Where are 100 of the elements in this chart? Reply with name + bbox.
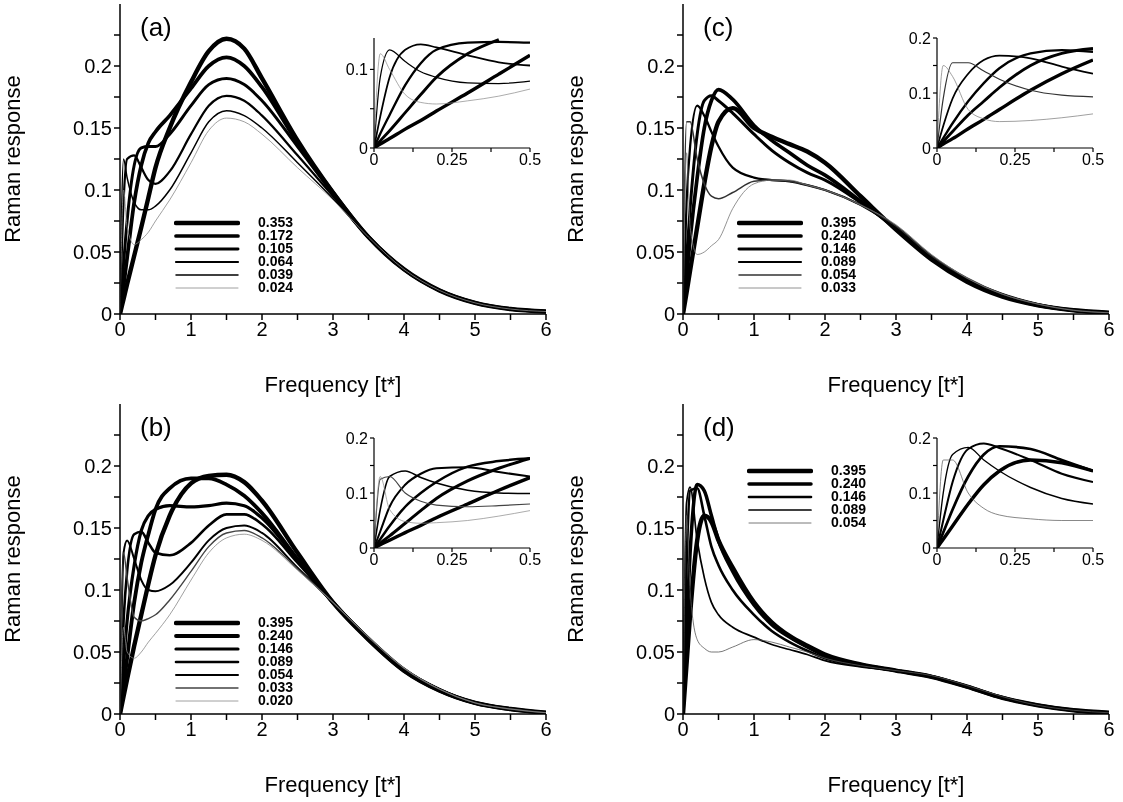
chart-title: (a) [140, 12, 172, 43]
y-tick-label: 0.05 [73, 241, 112, 264]
y-tick-label: 0 [663, 703, 675, 726]
x-tick-label: 4 [398, 318, 410, 341]
x-tick-label: 5 [1032, 718, 1044, 741]
y-tick-label: 0 [922, 139, 932, 157]
x-tick-label: 0.5 [1081, 551, 1105, 569]
x-tick-label: 0.5 [518, 151, 542, 169]
legend-label: 0.240 [821, 227, 857, 243]
legend-label: 0.089 [831, 501, 867, 517]
legend-label: 0.395 [831, 462, 867, 478]
x-tick-label: 2 [256, 718, 268, 741]
x-tick-label: 1 [185, 718, 197, 741]
x-axis-title: Frequency [t*] [827, 372, 965, 397]
y-tick-label: 0 [100, 703, 112, 726]
y-tick-label: 0.2 [647, 55, 675, 78]
legend-label: 0.054 [821, 266, 857, 282]
x-tick-label: 5 [469, 318, 481, 341]
y-tick-label: 0.05 [636, 641, 675, 664]
x-tick-label: 5 [469, 718, 481, 741]
x-tick-label: 0.25 [436, 551, 468, 569]
legend-label: 0.064 [258, 253, 294, 269]
x-axis-title: Frequency [t*] [264, 372, 402, 397]
y-tick-label: 0 [359, 539, 369, 557]
x-tick-label: 0.25 [999, 551, 1031, 569]
y-tick-label: 0.1 [647, 579, 675, 602]
y-tick-label: 0.1 [84, 579, 112, 602]
x-tick-label: 3 [890, 318, 902, 341]
legend-label: 0.033 [258, 679, 294, 695]
legend-label: 0.024 [258, 279, 294, 295]
x-tick-label: 6 [1103, 318, 1115, 341]
x-tick-label: 5 [1032, 318, 1044, 341]
x-tick-label: 0 [114, 318, 126, 341]
x-tick-label: 0 [677, 718, 689, 741]
y-tick-label: 0.2 [84, 55, 112, 78]
legend-label: 0.395 [821, 214, 857, 230]
legend-label: 0.089 [258, 653, 294, 669]
legend-label: 0.105 [258, 240, 294, 256]
x-axis-title: Frequency [t*] [264, 772, 402, 797]
x-tick-label: 3 [327, 718, 339, 741]
y-axis-title: Raman response [0, 475, 25, 643]
y-tick-label: 0.1 [345, 61, 369, 79]
y-tick-label: 0.1 [84, 179, 112, 202]
x-tick-label: 2 [256, 318, 268, 341]
x-tick-label: 0.5 [518, 551, 542, 569]
y-tick-label: 0.1 [908, 84, 932, 102]
y-tick-label: 0.15 [636, 117, 675, 140]
x-tick-label: 6 [540, 318, 552, 341]
x-tick-label: 0.25 [436, 151, 468, 169]
legend-label: 0.172 [258, 227, 294, 243]
y-tick-label: 0 [922, 539, 932, 557]
legend-label: 0.033 [821, 279, 857, 295]
x-tick-label: 4 [961, 718, 973, 741]
y-tick-label: 0 [100, 303, 112, 326]
y-tick-label: 0.1 [345, 484, 369, 502]
y-axis-title: Raman response [562, 475, 588, 643]
legend-label: 0.039 [258, 266, 294, 282]
chart-title: (d) [703, 412, 735, 443]
legend-label: 0.020 [258, 692, 294, 708]
y-tick-label: 0.15 [73, 517, 112, 540]
x-axis-title: Frequency [t*] [827, 772, 965, 797]
x-tick-label: 3 [327, 318, 339, 341]
y-tick-label: 0.2 [647, 455, 675, 478]
y-tick-label: 0.15 [636, 517, 675, 540]
legend-label: 0.054 [258, 666, 294, 682]
legend-label: 0.146 [831, 488, 867, 504]
x-tick-label: 0.5 [1081, 151, 1105, 169]
chart-title: (c) [703, 12, 734, 43]
y-tick-label: 0.05 [636, 241, 675, 264]
y-tick-label: 0 [663, 303, 675, 326]
x-tick-label: 6 [1103, 718, 1115, 741]
legend-label: 0.089 [821, 253, 857, 269]
y-tick-label: 0.05 [73, 641, 112, 664]
legend-label: 0.353 [258, 214, 294, 230]
y-tick-label: 0.2 [908, 429, 932, 447]
legend-label: 0.146 [821, 240, 857, 256]
y-tick-label: 0.1 [647, 179, 675, 202]
x-tick-label: 0.25 [999, 151, 1031, 169]
x-tick-label: 2 [819, 318, 831, 341]
x-tick-label: 6 [540, 718, 552, 741]
x-tick-label: 0 [114, 718, 126, 741]
x-tick-label: 1 [185, 318, 197, 341]
x-tick-label: 3 [890, 718, 902, 741]
legend-label: 0.054 [831, 514, 867, 530]
x-tick-label: 1 [748, 318, 760, 341]
y-tick-label: 0.2 [84, 455, 112, 478]
y-tick-label: 0.15 [73, 117, 112, 140]
y-axis-title: Raman response [562, 75, 588, 243]
legend-label: 0.240 [831, 475, 867, 491]
legend-label: 0.240 [258, 627, 294, 643]
legend-label: 0.146 [258, 640, 294, 656]
chart-title: (b) [140, 412, 172, 443]
x-tick-label: 1 [748, 718, 760, 741]
y-tick-label: 0 [359, 139, 369, 157]
y-tick-label: 0.2 [345, 429, 369, 447]
x-tick-label: 4 [961, 318, 973, 341]
y-tick-label: 0.1 [908, 484, 932, 502]
x-tick-label: 2 [819, 718, 831, 741]
x-tick-label: 0 [677, 318, 689, 341]
y-tick-label: 0.2 [908, 29, 932, 47]
